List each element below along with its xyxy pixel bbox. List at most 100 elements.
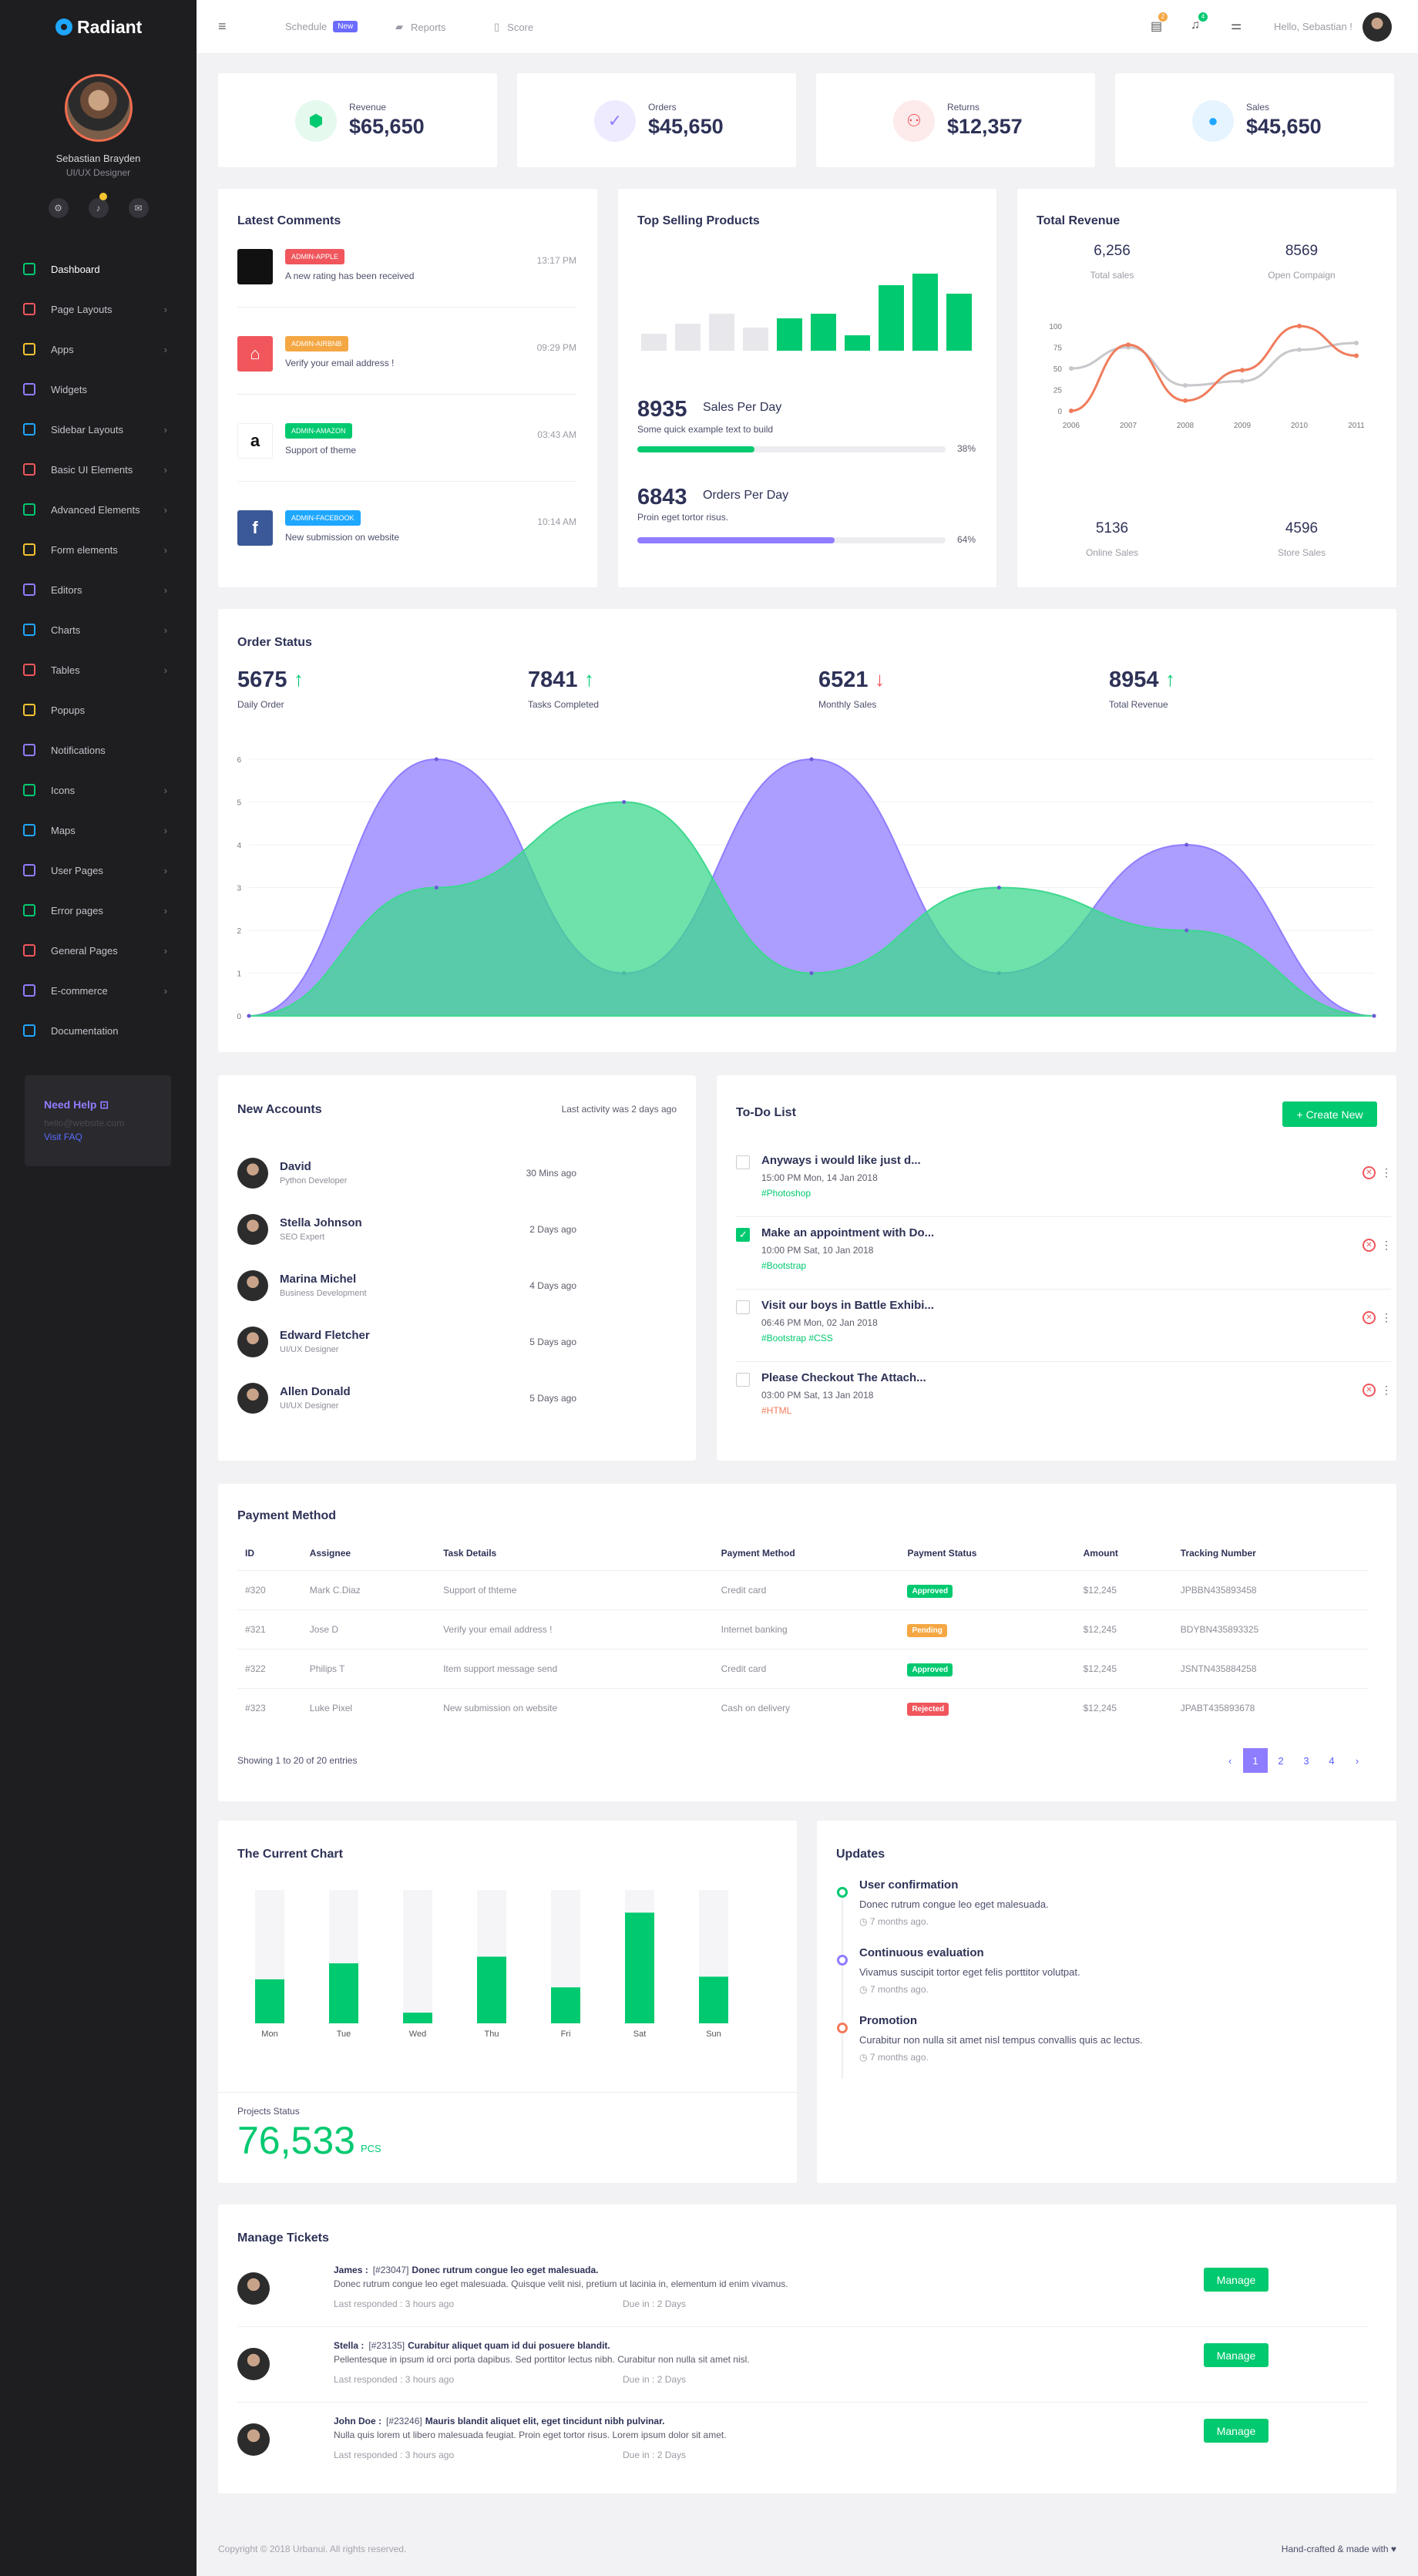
todo-checkbox[interactable] (736, 1155, 750, 1169)
sidebar-item[interactable]: Charts › (0, 610, 197, 650)
comment-item[interactable]: f ADMIN-FACEBOOK New submission on website… (237, 510, 576, 586)
mail-button[interactable]: ✉ (128, 198, 149, 218)
close-icon[interactable]: ✕ (1363, 1166, 1376, 1179)
account-item[interactable]: Stella Johnson SEO Expert 2 Days ago (237, 1201, 576, 1257)
todo-title[interactable]: Make an appointment with Do... (761, 1226, 935, 1239)
nav-schedule[interactable]: Schedule New (285, 21, 358, 32)
todo-title[interactable]: Visit our boys in Battle Exhibi... (761, 1299, 934, 1312)
todo-checkbox[interactable] (736, 1373, 750, 1387)
table-row[interactable]: #322 Philips T Item support message send Cr… (237, 1648, 1369, 1688)
sidebar-item[interactable]: Form elements › (0, 530, 197, 570)
x-tick-label: Thu (485, 2030, 499, 2036)
notifications-button[interactable]: ♪ (88, 193, 109, 218)
update-title[interactable]: Promotion (859, 2014, 917, 2027)
sidebar-item[interactable]: Editors › (0, 570, 197, 610)
menu-toggle-icon[interactable]: ≡ (218, 18, 227, 34)
pagination-item[interactable]: 1 (1243, 1748, 1268, 1773)
brand-logo[interactable]: Radiant (0, 0, 197, 54)
ticket-subject[interactable]: Donec rutrum congue leo eget malesuada. (412, 2265, 599, 2275)
ticket-ref: [#23047] (372, 2265, 409, 2275)
sidebar-item[interactable]: General Pages › (0, 930, 197, 970)
table-cell: $12,245 (1075, 1609, 1173, 1649)
todo-title[interactable]: Please Checkout The Attach... (761, 1371, 926, 1384)
company-logo-icon: ⌂ (237, 336, 273, 372)
alerts-button[interactable]: ♫ 4 (1191, 12, 1208, 32)
settings-button[interactable]: ⚙ (48, 198, 69, 218)
sidebar-item[interactable]: Icons › (0, 770, 197, 810)
pagination-item[interactable]: ‹ (1228, 1754, 1232, 1767)
comment-tag: ADMIN-AIRBNB (285, 336, 348, 351)
sidebar-item[interactable]: Documentation (0, 1011, 197, 1051)
y-tick-label: 50 (1053, 365, 1063, 374)
todo-item: Make an appointment with Do... 10:00 PM S… (736, 1217, 1392, 1290)
sidebar-item[interactable]: Widgets (0, 369, 197, 409)
update-title[interactable]: User confirmation (859, 1878, 959, 1892)
help-email[interactable]: hello@website.com (44, 1118, 125, 1128)
account-item[interactable]: Allen Donald UI/UX Designer 5 Days ago (237, 1370, 576, 1426)
sales-progress-fill (637, 446, 754, 452)
sidebar-item[interactable]: Maps › (0, 810, 197, 850)
sidebar-item[interactable]: Dashboard (0, 249, 197, 289)
ticket-subject[interactable]: Curabitur aliquet quam id dui posuere bl… (408, 2340, 610, 2351)
sidebar-item[interactable]: Popups (0, 690, 197, 730)
close-icon[interactable]: ✕ (1363, 1239, 1376, 1252)
comment-item[interactable]: ⌂ ADMIN-AIRBNB Verify your email address !… (237, 336, 576, 412)
sidebar-item[interactable]: Error pages › (0, 890, 197, 930)
user-avatar[interactable] (1363, 12, 1392, 42)
sidebar-item[interactable]: Tables › (0, 650, 197, 690)
sidebar-item[interactable]: Apps › (0, 329, 197, 369)
sliders-icon[interactable]: ⚌ (1231, 19, 1242, 32)
more-vertical-icon[interactable]: ⋮ (1381, 1239, 1392, 1251)
account-item[interactable]: Edward Fletcher UI/UX Designer 5 Days ago (237, 1313, 576, 1370)
pagination-item[interactable]: 3 (1303, 1754, 1309, 1767)
user-greeting[interactable]: Hello, Sebastian ! (1274, 21, 1352, 32)
manage-button[interactable]: Manage (1204, 2343, 1268, 2367)
sidebar-item[interactable]: Basic UI Elements › (0, 449, 197, 489)
comment-item[interactable]: ADMIN-APPLE A new rating has been receive… (237, 249, 576, 325)
messages-button[interactable]: ▤ 2 (1151, 12, 1168, 34)
table-row[interactable]: #320 Mark C.Diaz Support of thteme Credit c… (237, 1569, 1369, 1609)
sidebar-item[interactable]: User Pages › (0, 850, 197, 890)
profile-avatar[interactable] (64, 74, 133, 142)
manage-button[interactable]: Manage (1204, 2419, 1268, 2443)
todo-checkbox[interactable] (736, 1300, 750, 1314)
sidebar-item[interactable]: Sidebar Layouts › (0, 409, 197, 449)
more-vertical-icon[interactable]: ⋮ (1381, 1311, 1392, 1323)
manage-button[interactable]: Manage (1204, 2268, 1268, 2292)
account-item[interactable]: David Python Developer 30 Mins ago (237, 1145, 576, 1201)
sidebar-item[interactable]: Page Layouts › (0, 289, 197, 329)
todo-card: To-Do List + Create New Anyways i would … (717, 1075, 1396, 1461)
sidebar-item-icon (23, 1024, 35, 1037)
close-icon[interactable]: ✕ (1363, 1384, 1376, 1397)
update-title[interactable]: Continuous evaluation (859, 1946, 984, 1959)
table-row[interactable]: #321 Jose D Verify your email address ! Int… (237, 1609, 1369, 1649)
ticket-responded: Last responded : 3 hours ago (334, 2450, 455, 2460)
create-new-button[interactable]: + Create New (1282, 1101, 1377, 1127)
sidebar-item-label: Page Layouts (51, 303, 113, 315)
nav-score[interactable]: ▯ Score (494, 21, 533, 33)
sidebar-item[interactable]: Notifications (0, 730, 197, 770)
sidebar-item[interactable]: Advanced Elements › (0, 489, 197, 530)
visit-faq-link[interactable]: Visit FAQ (44, 1132, 82, 1142)
ticket-subject[interactable]: Mauris blandit aliquet elit, eget tincid… (425, 2416, 665, 2426)
account-item[interactable]: Marina Michel Business Development 4 Days … (237, 1257, 576, 1313)
todo-item: Please Checkout The Attach... 03:00 PM Sa… (736, 1362, 1392, 1434)
status-badge: Pending (907, 1623, 947, 1637)
line-point (1183, 398, 1188, 403)
pagination-item[interactable]: › (1355, 1754, 1359, 1767)
todo-checkbox[interactable] (736, 1228, 750, 1242)
more-vertical-icon[interactable]: ⋮ (1381, 1384, 1392, 1396)
close-icon[interactable]: ✕ (1363, 1311, 1376, 1324)
pagination-item[interactable]: 4 (1329, 1754, 1335, 1767)
sidebar-item[interactable]: E-commerce › (0, 970, 197, 1011)
nav-reports[interactable]: ▰ Reports (395, 21, 446, 33)
comment-item[interactable]: a ADMIN-AMAZON Support of theme 03:43 AM (237, 423, 576, 499)
orders-progress-pct: 64% (957, 534, 976, 545)
table-row[interactable]: #323 Luke Pixel New submission on website C… (237, 1687, 1369, 1727)
todo-title[interactable]: Anyways i would like just d... (761, 1154, 921, 1167)
pagination-item[interactable]: 2 (1278, 1754, 1284, 1767)
stat-card-orders: ✓ Orders $45,650 (517, 73, 796, 167)
help-icon: ⊡ (99, 1098, 109, 1111)
more-vertical-icon[interactable]: ⋮ (1381, 1166, 1392, 1179)
stat-card-revenue: ⬢ Revenue $65,650 (218, 73, 497, 167)
